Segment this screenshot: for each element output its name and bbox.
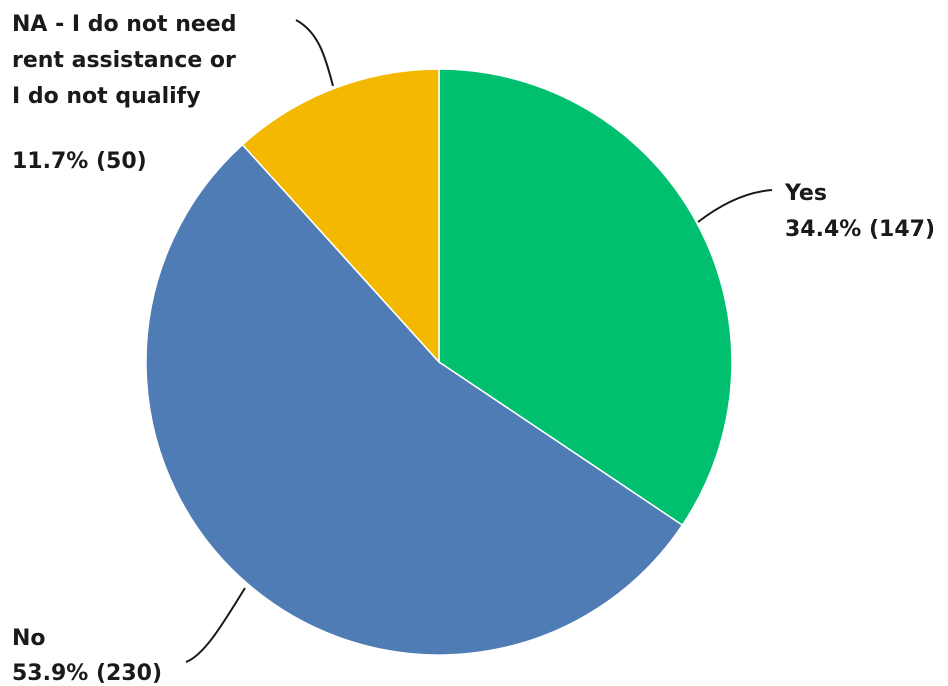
slice-label-na-line-1: NA - I do not need [12, 12, 236, 37]
pie-slices [145, 68, 733, 656]
leader-line-na [295, 19, 334, 87]
pie-slice-na [241, 68, 440, 364]
slice-value-no: 53.9% (230) [12, 661, 162, 686]
slice-label-na-line-2: rent assistance or [12, 48, 236, 73]
pie-slice-no [145, 143, 684, 656]
slice-label-na-line-3: I do not qualify [12, 84, 201, 109]
slice-value-yes: 34.4% (147) [785, 217, 935, 242]
leader-line-yes [697, 189, 773, 223]
leader-line-no [185, 587, 246, 663]
pie-slice-yes [438, 68, 733, 527]
slice-label-yes: Yes [784, 181, 827, 206]
slice-value-na: 11.7% (50) [12, 149, 147, 174]
slice-label-no: No [12, 626, 46, 651]
